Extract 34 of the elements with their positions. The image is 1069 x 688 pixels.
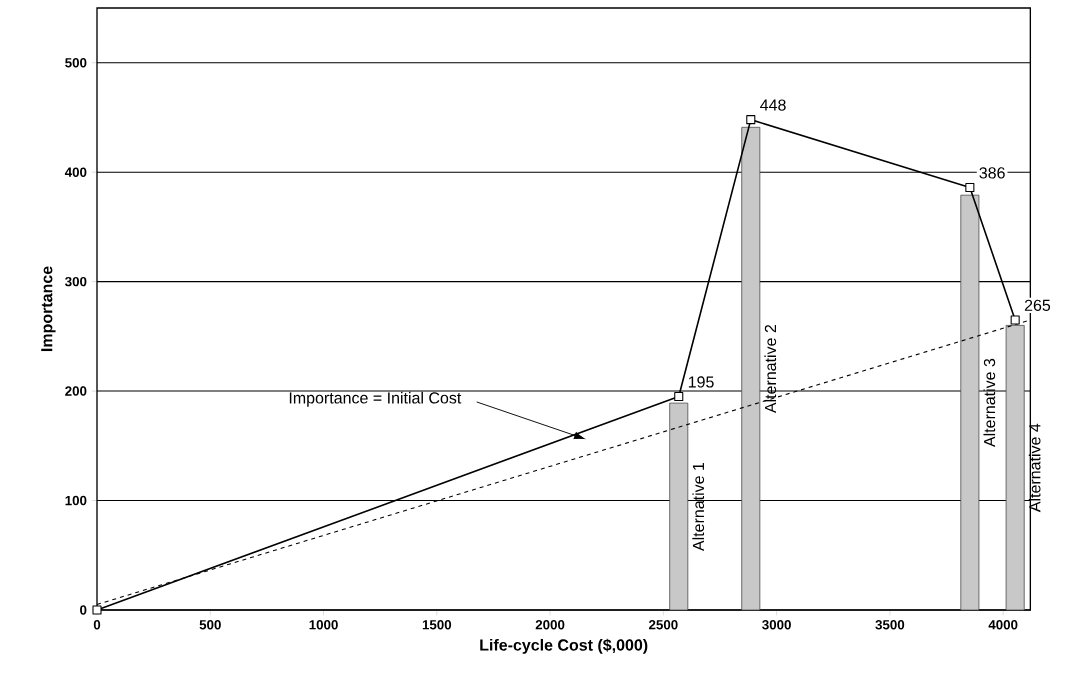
x-tick-label: 2000 [535, 620, 565, 630]
x-tick-label: 3000 [762, 620, 791, 630]
x-tick-label: 1000 [309, 620, 338, 630]
point [92, 605, 102, 615]
y-tick-label: 200 [65, 386, 87, 396]
point [965, 182, 975, 193]
annotation: Importance = Initial Cost [289, 391, 462, 407]
y-tick-label: 500 [65, 58, 87, 68]
x-tick-label: 1500 [422, 620, 452, 630]
y-tick-label: 100 [65, 495, 87, 506]
y-tick-label: 300 [65, 276, 87, 287]
text: Alternative 1 [692, 462, 705, 552]
point [674, 392, 684, 402]
x-axis-title: Life-cycle Cost ($,000) [480, 638, 648, 654]
text: Alternative 2 [764, 325, 777, 414]
y-tick-label: 0 [80, 605, 87, 615]
y-tick-label: 400 [64, 167, 87, 177]
x-tick-label: 4000 [988, 620, 1018, 630]
text: Alternative 3 [983, 358, 996, 448]
x-tick-label: 0 [93, 620, 101, 630]
data-label: 386 [979, 167, 1005, 179]
x-tick-label: 500 [199, 620, 221, 630]
bar [669, 402, 689, 611]
point [746, 115, 756, 125]
data-label: 265 [1024, 299, 1051, 311]
x-tick-label: 3500 [875, 620, 905, 630]
bar [741, 126, 761, 611]
data-label: 448 [760, 99, 786, 111]
bar [1005, 325, 1025, 611]
point [1010, 315, 1020, 325]
y-axis-title: Importance [41, 266, 56, 352]
data-label: 195 [688, 376, 714, 388]
x-tick-label: 2500 [648, 620, 678, 630]
bar [960, 194, 980, 611]
